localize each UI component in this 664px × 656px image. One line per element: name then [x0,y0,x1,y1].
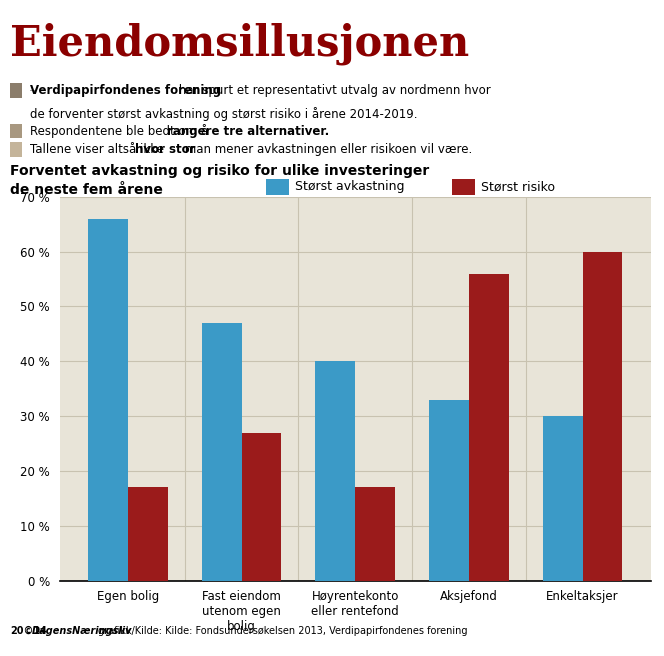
Text: grafikk/Kilde: Kilde: Fondsundersøkelsen 2013, Verdipapirfondenes forening: grafikk/Kilde: Kilde: Fondsundersøkelsen… [98,626,467,636]
Text: rangere tre alternativer.: rangere tre alternativer. [167,125,329,138]
Text: hvor stor: hvor stor [135,143,195,156]
Bar [542,416,582,581]
Text: #8B7D6B: #8B7D6B [30,90,37,91]
Bar [315,361,355,581]
Text: 20©14: 20©14 [10,626,47,636]
Text: Størst avkastning: Størst avkastning [295,180,405,194]
Text: Størst risiko: Størst risiko [481,180,555,194]
Text: man mener avkastningen eller risikoen vil være.: man mener avkastningen eller risikoen vi… [181,143,472,156]
Text: de forventer størst avkastning og størst risiko i årene 2014-2019.: de forventer størst avkastning og størst… [30,107,418,121]
Text: Eiendomsillusjonen: Eiendomsillusjonen [10,23,469,66]
Bar [582,252,622,581]
Bar [202,323,242,581]
Text: Forventet avkastning og risiko for ulike investeringer: Forventet avkastning og risiko for ulike… [10,163,429,178]
Bar [128,487,168,581]
Text: de neste fem årene: de neste fem årene [10,183,163,197]
Bar [242,432,282,581]
Bar [355,487,395,581]
Text: DagensNæringsliv: DagensNæringsliv [32,626,132,636]
Text: har spurt et representativt utvalg av nordmenn hvor: har spurt et representativt utvalg av no… [175,84,491,97]
Text: Respondentene ble bedt om å: Respondentene ble bedt om å [30,124,212,138]
Bar [88,218,128,581]
Text: Tallene viser altså ikke: Tallene viser altså ikke [30,143,167,156]
Bar [469,274,509,581]
Bar [429,400,469,581]
Text: Verdipapirfondenes forening: Verdipapirfondenes forening [30,84,221,97]
